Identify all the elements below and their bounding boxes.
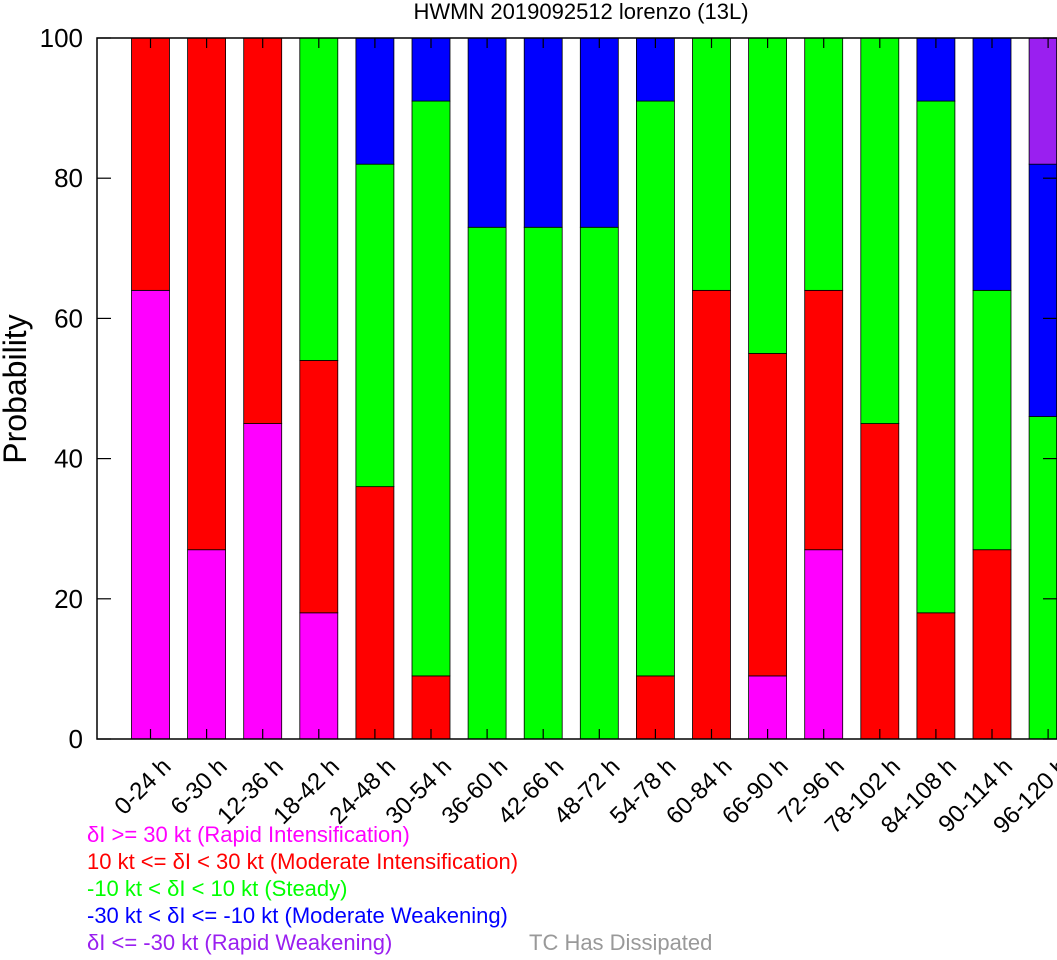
plot-frame [96,37,1057,740]
bar-segment-moderate-weakening [1028,163,1057,417]
y-tick-label: 60 [54,303,83,333]
bar-segment-moderate-weakening [467,37,507,228]
chart-title: HWMN 2019092512 lorenzo (13L) [413,0,748,24]
y-axis-label: Probability [0,314,33,463]
y-axis-ticks: 0 20 40 60 80 100 [40,23,1057,754]
bar-segment-moderate-weakening [636,37,675,102]
bar-segment-rapid-intensification [243,423,283,740]
bar-segment-moderate-intensification [355,486,395,740]
legend-dissipated: TC Has Dissipated [529,930,712,955]
y-tick-label: 80 [54,163,83,193]
bar-segment-steady [636,100,675,677]
bar-segment-moderate-intensification [299,360,339,614]
bar-segment-moderate-weakening [523,37,563,228]
legend-entry: δI >= 30 kt (Rapid Intensification) [87,822,410,847]
bar-segment-rapid-intensification [131,289,170,740]
bar-segment-steady [804,37,844,291]
legend: δI >= 30 kt (Rapid Intensification)10 kt… [87,822,712,955]
bar-segment-steady [748,37,787,354]
bars-layer [131,37,1057,740]
bar-segment-moderate-weakening [916,37,956,102]
bar-segment-steady [355,163,395,488]
bar-segment-moderate-intensification [131,37,170,291]
bar-segment-moderate-weakening [411,37,451,102]
x-tick-label: 0-24 h [109,753,176,820]
y-tick-label: 0 [69,724,83,754]
bar-segment-steady [299,37,339,361]
legend-entry: -10 kt < δI < 10 kt (Steady) [87,876,347,901]
bar-segment-steady [1028,416,1057,740]
y-tick-label: 40 [54,444,83,474]
bar-segment-steady [692,37,731,291]
legend-entry: 10 kt <= δI < 30 kt (Moderate Intensific… [87,849,518,874]
bar-segment-moderate-intensification [748,353,787,677]
bar-segment-steady [467,226,507,740]
bar-segment-steady [579,226,619,740]
bar-segment-moderate-intensification [916,612,956,740]
bar-segment-steady [860,37,900,424]
bar-segment-moderate-intensification [804,289,844,551]
bar-segment-steady [411,100,451,677]
bar-segment-rapid-intensification [299,612,339,740]
bar-segment-rapid-weakening [1028,37,1057,165]
bar-segment-moderate-intensification [187,37,227,551]
bar-segment-moderate-intensification [411,675,451,740]
bar-segment-steady [972,289,1012,551]
bar-segment-moderate-weakening [972,37,1012,291]
bar-segment-moderate-weakening [355,37,395,165]
bar-segment-rapid-intensification [187,549,227,740]
bar-segment-moderate-intensification [692,289,731,740]
y-tick-label: 100 [40,23,83,53]
y-tick-label: 20 [54,584,83,614]
bar-segment-steady [523,226,563,740]
legend-entry: δI <= -30 kt (Rapid Weakening) [87,930,392,955]
bar-segment-moderate-weakening [579,37,619,228]
bar-segment-moderate-intensification [860,423,900,740]
bar-segment-moderate-intensification [972,549,1012,740]
bar-segment-moderate-intensification [243,37,283,424]
legend-entry: -30 kt < δI <= -10 kt (Moderate Weakenin… [87,903,508,928]
bar-segment-rapid-intensification [804,549,844,740]
bar-segment-steady [916,100,956,614]
